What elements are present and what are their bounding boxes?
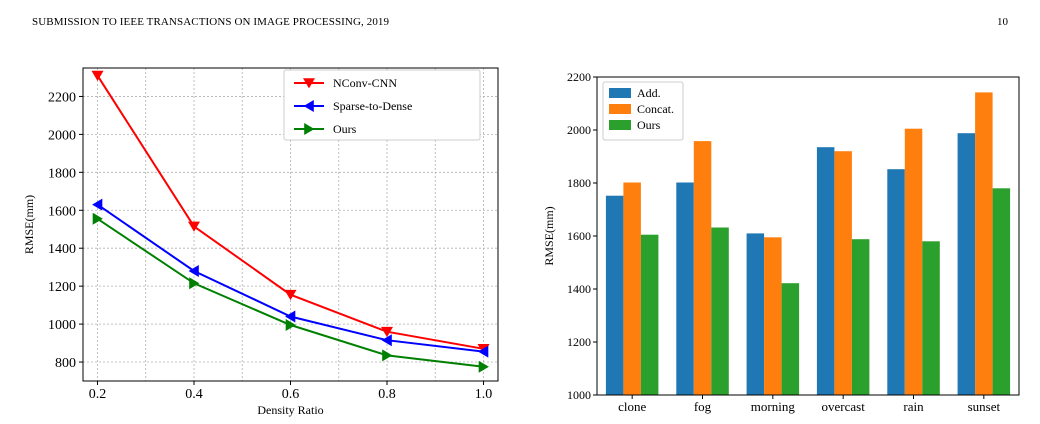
bar-chart-x-tick-label: rain xyxy=(903,399,924,414)
bar-ours-sunset xyxy=(992,188,1011,395)
bar-chart-y-tick-label: 1600 xyxy=(567,229,591,243)
line-point xyxy=(478,345,489,358)
bar-ours-morning xyxy=(781,283,800,395)
bar-ours-overcast xyxy=(851,239,870,395)
bar-add-fog xyxy=(676,182,694,395)
line-point xyxy=(91,70,104,81)
line-chart-y-tick-label: 2200 xyxy=(48,90,76,105)
bar-chart-x-tick-label: sunset xyxy=(968,399,1001,414)
bar-chart-y-tick-label: 1000 xyxy=(567,388,591,402)
line-chart-y-tick-label: 1600 xyxy=(48,204,76,219)
line-chart-legend xyxy=(283,69,481,141)
line-chart-y-axis-label: RMSE(mm) xyxy=(22,195,36,254)
bar-ours-rain xyxy=(922,241,940,395)
line-point xyxy=(478,360,489,373)
bar-legend-swatch xyxy=(609,104,631,114)
bar-chart-x-tick-label: clone xyxy=(618,399,646,414)
line-point xyxy=(381,326,393,338)
line-point xyxy=(92,198,103,211)
line-chart-x-tick-label: 0.8 xyxy=(378,387,396,402)
bar-chart-y-tick-label: 1400 xyxy=(567,282,591,296)
bar-concat-rain xyxy=(904,128,923,395)
bar-concat-clone xyxy=(623,182,641,395)
bar-legend-label: Ours xyxy=(637,118,661,132)
bar-add-sunset xyxy=(957,133,976,395)
line-legend-marker xyxy=(303,100,314,112)
line-chart-y-tick-label: 800 xyxy=(55,356,76,371)
line-chart-x-tick-label: 0.6 xyxy=(282,387,300,402)
line-chart-x-tick-label: 0.2 xyxy=(89,387,107,402)
bar-add-overcast xyxy=(816,147,835,395)
line-chart-x-tick-label: 0.4 xyxy=(185,387,203,402)
bar-chart-x-tick-label: morning xyxy=(751,399,796,414)
bar-concat-fog xyxy=(693,141,712,395)
bar-chart-x-tick-label: fog xyxy=(694,399,712,414)
line-legend-marker xyxy=(304,123,315,135)
line-point xyxy=(188,221,200,232)
running-head: SUBMISSION TO IEEE TRANSACTIONS ON IMAGE… xyxy=(32,16,390,28)
line-point xyxy=(92,212,103,225)
bar-add-morning xyxy=(746,233,765,395)
line-chart-y-tick-label: 1000 xyxy=(48,318,76,333)
line-legend-marker xyxy=(303,78,315,89)
line-chart-y-tick-label: 1400 xyxy=(48,242,76,257)
bar-chart-y-tick-label: 2000 xyxy=(567,123,591,137)
bar-legend-label: Concat. xyxy=(637,102,674,116)
bar-chart-y-tick-label: 2200 xyxy=(567,70,591,84)
bar-chart-y-axis-label: RMSE(mm) xyxy=(542,206,556,265)
bar-add-rain xyxy=(887,169,905,395)
line-point xyxy=(284,289,297,301)
bar-add-clone xyxy=(605,195,624,395)
line-legend-label: Sparse-to-Dense xyxy=(333,99,412,113)
bar-legend-swatch xyxy=(609,120,631,130)
bar-chart-y-tick-label: 1200 xyxy=(567,335,591,349)
line-legend-label: Ours xyxy=(333,122,357,136)
bar-legend-swatch xyxy=(609,88,631,98)
bar-legend-label: Add. xyxy=(637,86,661,100)
bar-chart-x-tick-label: overcast xyxy=(822,399,866,414)
line-point xyxy=(285,319,296,331)
bar-ours-fog xyxy=(711,227,729,395)
line-chart-x-axis-label: Density Ratio xyxy=(257,403,323,417)
line-chart-y-tick-label: 2000 xyxy=(48,128,76,143)
line-point xyxy=(382,349,393,362)
page-number: 10 xyxy=(997,16,1008,28)
bar-concat-sunset xyxy=(975,92,993,396)
line-legend-label: NConv-CNN xyxy=(333,76,397,90)
line-point xyxy=(285,310,296,323)
line-point xyxy=(381,334,392,347)
bar-concat-morning xyxy=(764,237,782,395)
line-point xyxy=(188,265,199,277)
bar-ours-clone xyxy=(640,234,659,395)
bar-concat-overcast xyxy=(834,151,852,395)
line-chart-y-tick-label: 1200 xyxy=(48,280,76,295)
line-point xyxy=(189,277,200,290)
line-chart-x-tick-label: 1.0 xyxy=(475,387,493,402)
bar-chart-y-tick-label: 1800 xyxy=(567,176,591,190)
line-chart-y-tick-label: 1800 xyxy=(48,166,76,181)
